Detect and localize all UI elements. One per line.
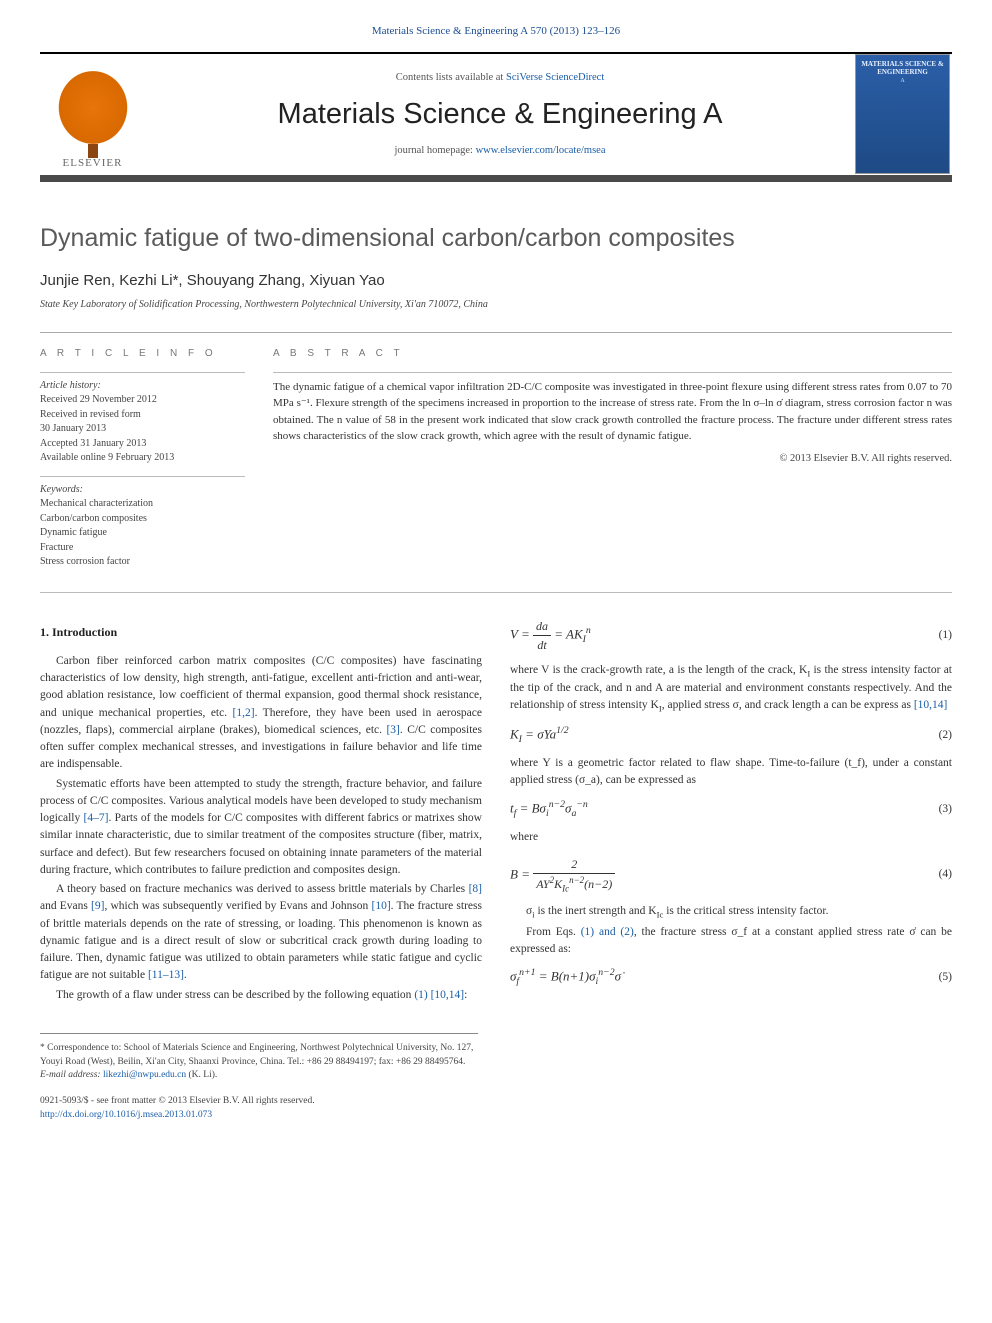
p3b: , which was subsequently verified by Eva…	[104, 900, 371, 912]
p5b: :	[464, 989, 467, 1001]
cite-8[interactable]: [8]	[469, 883, 482, 895]
eq5-num: (5)	[939, 969, 952, 986]
cite-3[interactable]: [3]	[386, 724, 399, 736]
eq2-explain: where Y is a geometric factor related to…	[510, 755, 952, 790]
keyword-3: Dynamic fatigue	[40, 526, 245, 541]
issn-line: 0921-5093/$ - see front matter © 2013 El…	[40, 1095, 952, 1109]
eq4-num: (4)	[939, 866, 952, 883]
journal-title: Materials Science & Engineering A	[157, 93, 843, 135]
para-1: Carbon fiber reinforced carbon matrix co…	[40, 653, 482, 774]
cite-11-13[interactable]: [11–13]	[148, 969, 184, 981]
corr-label: * Correspondence to:	[40, 1043, 124, 1053]
equation-5: σfn+1 = B(n+1)σin−2σ̇ (5)	[510, 966, 952, 990]
eq4-body: B = 2AY2KIcn−2(n−2)	[510, 855, 939, 896]
journal-cover-thumbnail: MATERIALS SCIENCE & ENGINEERING A	[855, 54, 950, 174]
email-suffix: (K. Li).	[186, 1070, 217, 1080]
section-divider	[40, 592, 952, 593]
affiliation: State Key Laboratory of Solidification P…	[40, 298, 952, 313]
para-3: A theory based on fracture mechanics was…	[40, 881, 482, 985]
history-revised: Received in revised form	[40, 408, 245, 423]
homepage-line: journal homepage: www.elsevier.com/locat…	[157, 143, 843, 158]
keyword-1: Mechanical characterization	[40, 497, 245, 512]
cover-title: MATERIALS SCIENCE & ENGINEERING	[860, 61, 945, 76]
abstract-text: The dynamic fatigue of a chemical vapor …	[273, 372, 952, 445]
contents-line: Contents lists available at SciVerse Sci…	[157, 70, 843, 85]
abstract-col: A B S T R A C T The dynamic fatigue of a…	[273, 347, 952, 580]
cite-10[interactable]: [10]	[371, 900, 390, 912]
elsevier-tree-icon	[53, 65, 133, 150]
sciencedirect-link[interactable]: SciVerse ScienceDirect	[506, 72, 604, 83]
equation-1: V = dadt = AKIn (1)	[510, 617, 952, 654]
para-6: From Eqs. (1) and (2), the fracture stre…	[510, 924, 952, 959]
article-info-heading: A R T I C L E I N F O	[40, 347, 245, 362]
eq4-after-b: is the inert strength and K	[535, 905, 657, 917]
p4b: .	[184, 969, 187, 981]
eq2-num: (2)	[939, 727, 952, 744]
cite-10-14[interactable]: [10,14]	[914, 699, 948, 711]
bottom-meta: 0921-5093/$ - see front matter © 2013 El…	[40, 1095, 952, 1123]
article-info-col: A R T I C L E I N F O Article history: R…	[40, 347, 245, 580]
eq5-body: σfn+1 = B(n+1)σin−2σ̇	[510, 966, 939, 990]
contents-prefix: Contents lists available at	[396, 72, 506, 83]
eq2-body: KI = σYa1/2	[510, 724, 939, 748]
history-label: Article history:	[40, 379, 245, 394]
abstract-copyright: © 2013 Elsevier B.V. All rights reserved…	[273, 451, 952, 466]
cite-eq-1-2[interactable]: (1) and (2)	[581, 926, 634, 938]
p5: The growth of a flaw under stress can be…	[56, 989, 414, 1001]
eq1-body: V = dadt = AKIn	[510, 617, 939, 654]
abstract-heading: A B S T R A C T	[273, 347, 952, 362]
corr-line: * Correspondence to: School of Materials…	[40, 1042, 478, 1070]
cite-eq1-ref[interactable]: (1) [10,14]	[414, 989, 464, 1001]
body-two-column: 1. Introduction Carbon fiber reinforced …	[40, 617, 952, 1005]
info-abstract-row: A R T I C L E I N F O Article history: R…	[40, 332, 952, 580]
para-5: The growth of a flaw under stress can be…	[40, 987, 482, 1004]
email-label: E-mail address:	[40, 1070, 103, 1080]
email-line: E-mail address: likezhi@nwpu.edu.cn (K. …	[40, 1069, 478, 1083]
eq1-after-a: where V is the crack-growth rate, a is t…	[510, 664, 807, 676]
journal-banner: ELSEVIER Contents lists available at Sci…	[40, 52, 952, 182]
authors-list: Junjie Ren, Kezhi Li*, Shouyang Zhang, X…	[40, 270, 952, 292]
cite-1-2[interactable]: [1,2]	[233, 707, 255, 719]
history-online: Available online 9 February 2013	[40, 451, 245, 466]
section-1-heading: 1. Introduction	[40, 623, 482, 641]
keyword-4: Fracture	[40, 541, 245, 556]
p6: From Eqs.	[526, 926, 581, 938]
keywords-label: Keywords:	[40, 483, 245, 498]
equation-4: B = 2AY2KIcn−2(n−2) (4)	[510, 855, 952, 896]
eq1-after-c: , applied stress σ, and crack length a c…	[662, 699, 914, 711]
history-received: Received 29 November 2012	[40, 393, 245, 408]
eq3-num: (3)	[939, 801, 952, 818]
eq4-explain: σi is the inert strength and KIc is the …	[510, 903, 952, 921]
cite-4-7[interactable]: [4–7]	[84, 812, 109, 824]
history-revised-date: 30 January 2013	[40, 422, 245, 437]
keyword-2: Carbon/carbon composites	[40, 512, 245, 527]
article-history-block: Article history: Received 29 November 20…	[40, 372, 245, 466]
corresponding-author-footer: * Correspondence to: School of Materials…	[40, 1033, 478, 1083]
eq4-after-c: is the critical stress intensity factor.	[663, 905, 828, 917]
elsevier-logo: ELSEVIER	[40, 49, 145, 179]
homepage-prefix: journal homepage:	[395, 145, 476, 156]
keywords-block: Keywords: Mechanical characterization Ca…	[40, 476, 245, 570]
eq1-explain: where V is the crack-growth rate, a is t…	[510, 662, 952, 716]
equation-2: KI = σYa1/2 (2)	[510, 724, 952, 748]
history-accepted: Accepted 31 January 2013	[40, 437, 245, 452]
banner-center: Contents lists available at SciVerse Sci…	[145, 62, 855, 166]
eq3-body: tf = Bσin−2σa−n	[510, 798, 939, 822]
article-title: Dynamic fatigue of two-dimensional carbo…	[40, 220, 952, 256]
homepage-link[interactable]: www.elsevier.com/locate/msea	[476, 145, 606, 156]
elsevier-wordmark: ELSEVIER	[63, 156, 123, 172]
cover-sub: A	[860, 77, 945, 86]
doi-link[interactable]: http://dx.doi.org/10.1016/j.msea.2013.01…	[40, 1109, 952, 1123]
para-2: Systematic efforts have been attempted t…	[40, 776, 482, 880]
p3: A theory based on fracture mechanics was…	[56, 883, 469, 895]
eq1-num: (1)	[939, 627, 952, 644]
journal-citation-link[interactable]: Materials Science & Engineering A 570 (2…	[40, 24, 952, 40]
keyword-5: Stress corrosion factor	[40, 555, 245, 570]
cite-9[interactable]: [9]	[91, 900, 104, 912]
equation-3: tf = Bσin−2σa−n (3)	[510, 798, 952, 822]
email-link[interactable]: likezhi@nwpu.edu.cn	[103, 1070, 186, 1080]
article-header: Dynamic fatigue of two-dimensional carbo…	[40, 220, 952, 313]
p3a: and Evans	[40, 900, 91, 912]
where-label: where	[510, 829, 952, 846]
